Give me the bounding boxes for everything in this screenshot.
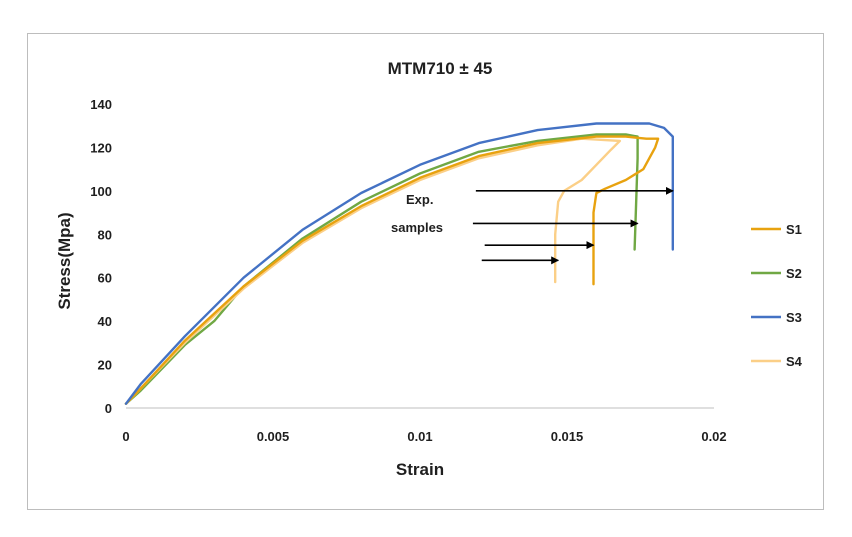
x-tick-label: 0.01	[407, 429, 432, 444]
chart-frame	[27, 33, 824, 510]
y-tick-label: 120	[90, 140, 112, 155]
y-tick-label: 140	[90, 97, 112, 112]
x-tick-label: 0.02	[701, 429, 726, 444]
x-tick-label: 0	[122, 429, 129, 444]
series-line-s3	[124, 122, 674, 405]
legend-label-s3: S3	[786, 310, 802, 325]
legend-label-s1: S1	[786, 222, 802, 237]
series-line-s1	[124, 135, 660, 405]
y-tick-label: 60	[98, 271, 112, 286]
x-tick-label: 0.005	[257, 429, 290, 444]
y-tick-label: 100	[90, 184, 112, 199]
y-tick-label: 40	[98, 314, 112, 329]
y-tick-label: 80	[98, 227, 112, 242]
y-tick-label: 20	[98, 358, 112, 373]
annotation-text-line2: samples	[391, 220, 443, 235]
legend-label-s2: S2	[786, 266, 802, 281]
y-tick-label: 0	[105, 401, 112, 416]
series-line-s2	[124, 133, 639, 405]
series-line-s4	[124, 137, 622, 405]
x-tick-labels: 0 0.005 0.01 0.015 0.02	[122, 429, 726, 444]
annotation-text-line1: Exp.	[406, 192, 433, 207]
y-tick-labels: 0 20 40 60 80 100 120 140	[90, 97, 112, 416]
series-layer	[124, 122, 674, 405]
legend: S1 S2 S3 S4	[751, 222, 803, 369]
chart-title: MTM710 ± 45	[388, 59, 493, 78]
x-tick-label: 0.015	[551, 429, 584, 444]
y-axis-title: Stress(Mpa)	[55, 212, 74, 309]
x-axis-title: Strain	[396, 460, 444, 479]
annotation-arrows	[472, 186, 674, 265]
legend-label-s4: S4	[786, 354, 803, 369]
